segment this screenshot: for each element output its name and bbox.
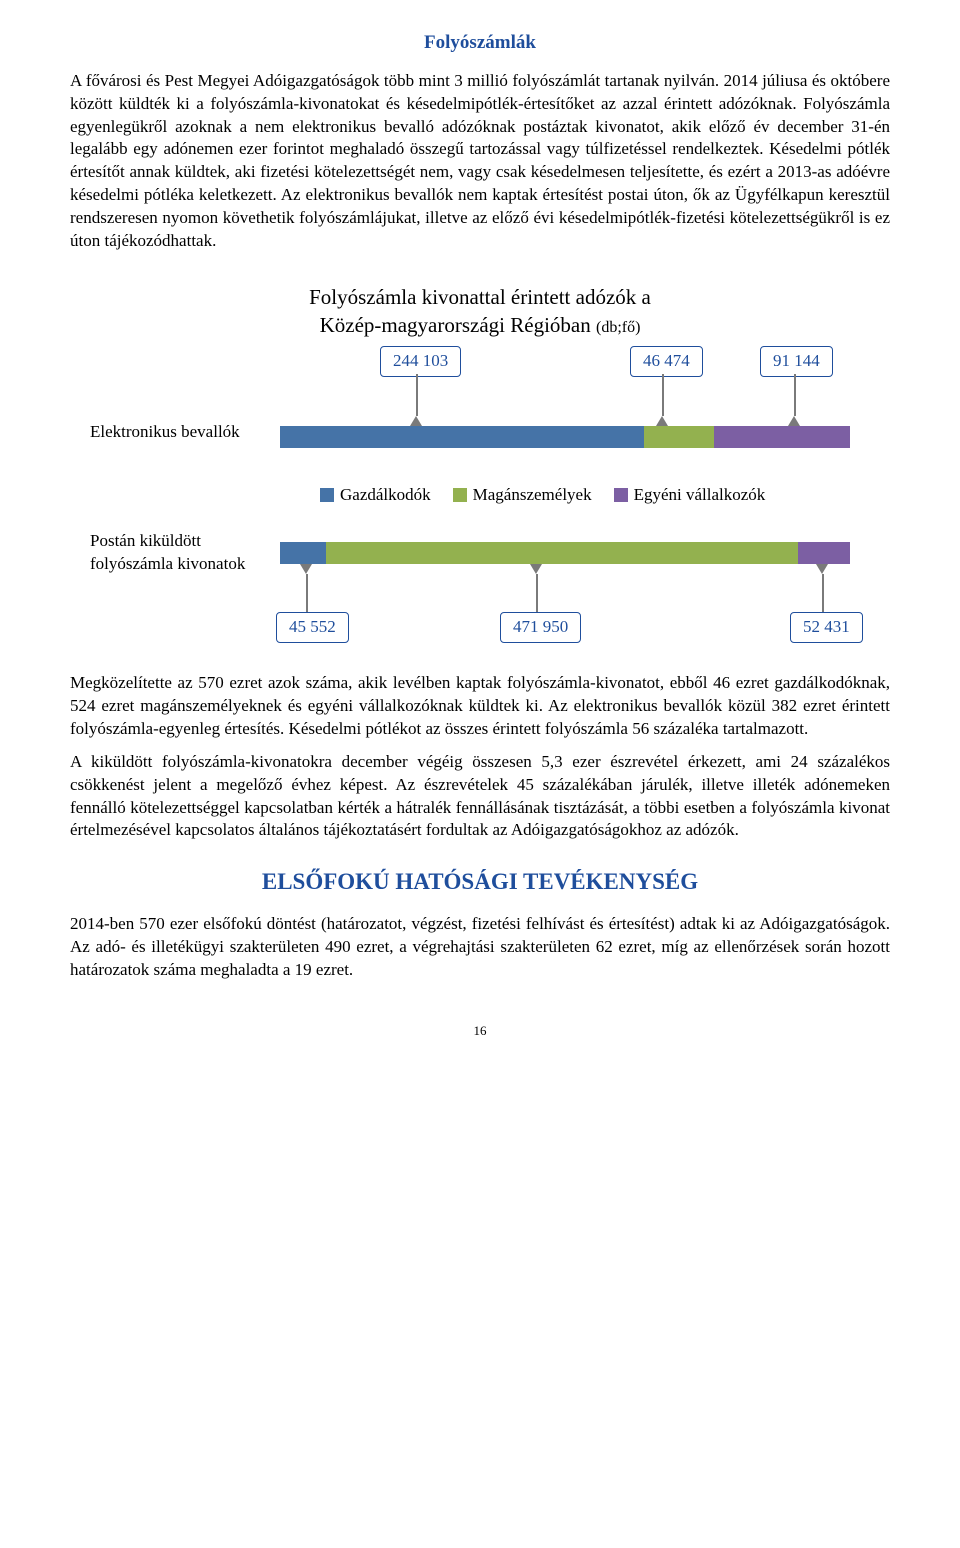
callout-tri bbox=[530, 564, 542, 574]
paragraph-2: Megközelítette az 570 ezret azok száma, … bbox=[70, 672, 890, 741]
bar-row1 bbox=[280, 426, 850, 448]
bar-segment bbox=[798, 542, 850, 564]
legend-item-a: Gazdálkodók bbox=[320, 484, 431, 507]
swatch-c bbox=[614, 488, 628, 502]
bar-segment bbox=[280, 542, 326, 564]
row2-label-line1: Postán kiküldött bbox=[90, 531, 201, 550]
callout-tri bbox=[656, 416, 668, 426]
callout-line bbox=[416, 374, 418, 416]
intro-paragraph: A fővárosi és Pest Megyei Adóigazgatóság… bbox=[70, 70, 890, 254]
legend-label-a: Gazdálkodók bbox=[340, 484, 431, 507]
bar-row2 bbox=[280, 542, 850, 564]
callout-bar1-a: 244 103 bbox=[380, 346, 461, 377]
page-title: Folyószámlák bbox=[70, 30, 890, 56]
row2-label-line2: folyószámla kivonatok bbox=[90, 554, 245, 573]
chart-title: Folyószámla kivonattal érintett adózók a… bbox=[90, 283, 870, 340]
chart-legend: Gazdálkodók Magánszemélyek Egyéni vállal… bbox=[320, 484, 765, 507]
callout-line bbox=[306, 574, 308, 612]
bar-segment bbox=[326, 542, 798, 564]
callout-line bbox=[662, 374, 664, 416]
chart-title-unit: (db;fő) bbox=[596, 319, 640, 336]
swatch-a bbox=[320, 488, 334, 502]
callout-line bbox=[536, 574, 538, 612]
legend-item-c: Egyéni vállalkozók bbox=[614, 484, 766, 507]
chart-body: 244 103 46 474 91 144 Elektronikus beval… bbox=[90, 346, 870, 646]
callout-bar1-c: 91 144 bbox=[760, 346, 833, 377]
callout-tri bbox=[300, 564, 312, 574]
page-number: 16 bbox=[70, 1022, 890, 1040]
row2-label: Postán kiküldött folyószámla kivonatok bbox=[90, 530, 270, 576]
paragraph-4: 2014-ben 570 ezer elsőfokú döntést (hatá… bbox=[70, 913, 890, 982]
callout-bar2-c: 52 431 bbox=[790, 612, 863, 643]
chart-title-line1: Folyószámla kivonattal érintett adózók a bbox=[309, 285, 651, 309]
callout-bar1-b: 46 474 bbox=[630, 346, 703, 377]
callout-bar2-b: 471 950 bbox=[500, 612, 581, 643]
callout-tri bbox=[788, 416, 800, 426]
callout-line bbox=[794, 374, 796, 416]
callout-line bbox=[822, 574, 824, 612]
chart-title-line2: Közép-magyarországi Régióban bbox=[320, 313, 596, 337]
row1-label: Elektronikus bevallók bbox=[90, 421, 270, 444]
callout-tri bbox=[410, 416, 422, 426]
callout-bar2-a: 45 552 bbox=[276, 612, 349, 643]
legend-label-c: Egyéni vállalkozók bbox=[634, 484, 766, 507]
bar-segment bbox=[280, 426, 644, 448]
bar-segment bbox=[714, 426, 850, 448]
section-title: ELSŐFOKÚ HATÓSÁGI TEVÉKENYSÉG bbox=[70, 866, 890, 897]
bar-segment bbox=[644, 426, 713, 448]
swatch-b bbox=[453, 488, 467, 502]
callout-tri bbox=[816, 564, 828, 574]
legend-label-b: Magánszemélyek bbox=[473, 484, 592, 507]
legend-item-b: Magánszemélyek bbox=[453, 484, 592, 507]
paragraph-3: A kiküldött folyószámla-kivonatokra dece… bbox=[70, 751, 890, 843]
chart-container: Folyószámla kivonattal érintett adózók a… bbox=[90, 283, 870, 646]
